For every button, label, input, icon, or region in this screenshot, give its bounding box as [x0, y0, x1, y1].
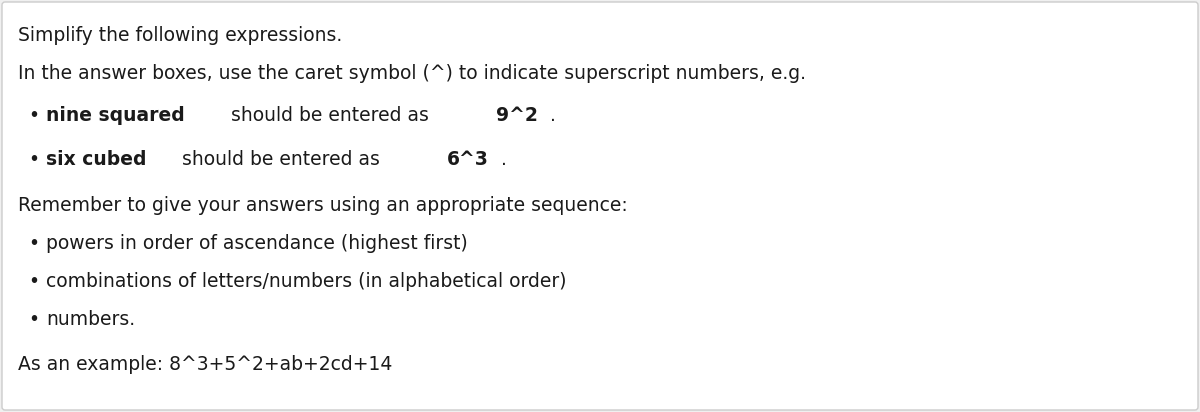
Text: combinations of letters/numbers (in alphabetical order): combinations of letters/numbers (in alph…	[46, 272, 566, 291]
Text: six cubed: six cubed	[46, 150, 146, 169]
Text: As an example: 8^3+5^2+ab+2cd+14: As an example: 8^3+5^2+ab+2cd+14	[18, 355, 392, 374]
Text: Remember to give your answers using an appropriate sequence:: Remember to give your answers using an a…	[18, 196, 628, 215]
Text: .: .	[550, 106, 556, 125]
Text: 6^3: 6^3	[446, 150, 488, 169]
Text: •: •	[28, 272, 40, 291]
Text: 9^2: 9^2	[496, 106, 538, 125]
Text: numbers.: numbers.	[46, 310, 136, 329]
Text: •: •	[28, 150, 40, 169]
Text: Simplify the following expressions.: Simplify the following expressions.	[18, 26, 342, 45]
Text: should be entered as: should be entered as	[175, 150, 385, 169]
Text: should be entered as: should be entered as	[226, 106, 434, 125]
Text: In the answer boxes, use the caret symbol (^) to indicate superscript numbers, e: In the answer boxes, use the caret symbo…	[18, 64, 806, 83]
Text: nine squared: nine squared	[46, 106, 185, 125]
Text: •: •	[28, 106, 40, 125]
Text: powers in order of ascendance (highest first): powers in order of ascendance (highest f…	[46, 234, 468, 253]
Text: •: •	[28, 234, 40, 253]
Text: .: .	[500, 150, 506, 169]
Text: •: •	[28, 310, 40, 329]
